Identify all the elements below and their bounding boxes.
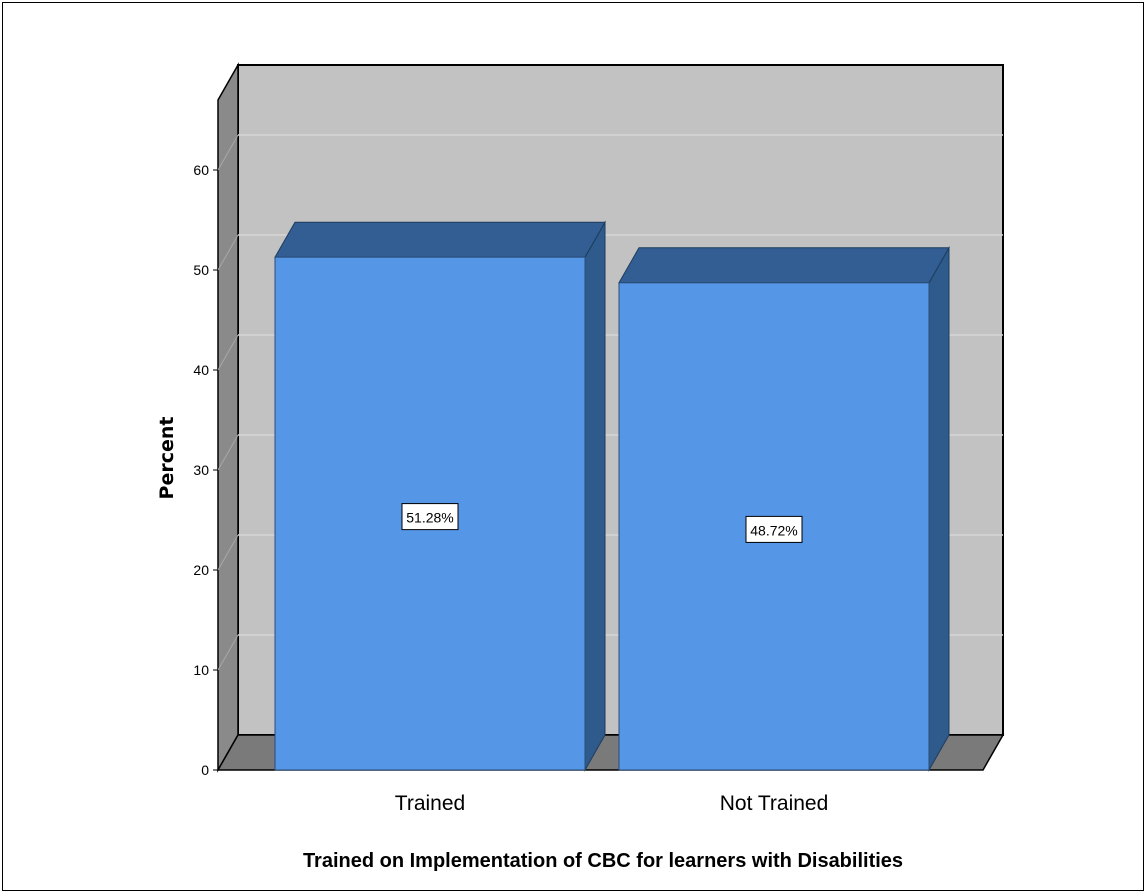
bars <box>274 220 950 772</box>
gridline-side <box>217 134 239 171</box>
x-category-label: Trained <box>395 792 465 815</box>
y-axis-ticks: 0 10 20 30 40 50 60 <box>193 162 218 778</box>
bar-top <box>274 221 606 258</box>
bar-chart: 0 10 20 30 40 50 60 51.28% 48.72% Trained Not Tr… <box>156 62 1005 872</box>
gridline-side <box>217 634 239 671</box>
x-axis-categories: Trained Not Trained <box>395 792 829 815</box>
bar-0 <box>274 220 606 772</box>
gridline-side <box>217 434 239 471</box>
data-label-box <box>401 503 459 531</box>
y-tick-label: 40 <box>193 362 209 378</box>
y-tick-label: 30 <box>193 462 209 478</box>
gridline-side <box>217 234 239 271</box>
y-axis-title: Percent <box>156 417 178 500</box>
y-tick-label: 60 <box>193 162 209 178</box>
data-label-box <box>745 515 803 543</box>
y-tick-label: 0 <box>201 762 209 778</box>
data-label-1: 48.72% <box>745 515 803 543</box>
bar-side <box>584 220 606 772</box>
bar-top <box>618 247 950 284</box>
bar-side <box>928 245 950 772</box>
y-tick-label: 50 <box>193 262 209 278</box>
data-label-text: 51.28% <box>406 510 453 526</box>
y-tick-label: 10 <box>193 662 209 678</box>
x-category-label: Not Trained <box>720 792 829 815</box>
gridline-side <box>217 334 239 371</box>
y-tick-label: 20 <box>193 562 209 578</box>
data-labels: 51.28% 48.72% <box>401 503 803 543</box>
gridline-side <box>217 534 239 571</box>
data-label-text: 48.72% <box>750 522 797 538</box>
x-axis-title: Trained on Implementation of CBC for lea… <box>303 850 903 872</box>
data-label-0: 51.28% <box>401 503 459 531</box>
bar-1 <box>618 245 950 772</box>
